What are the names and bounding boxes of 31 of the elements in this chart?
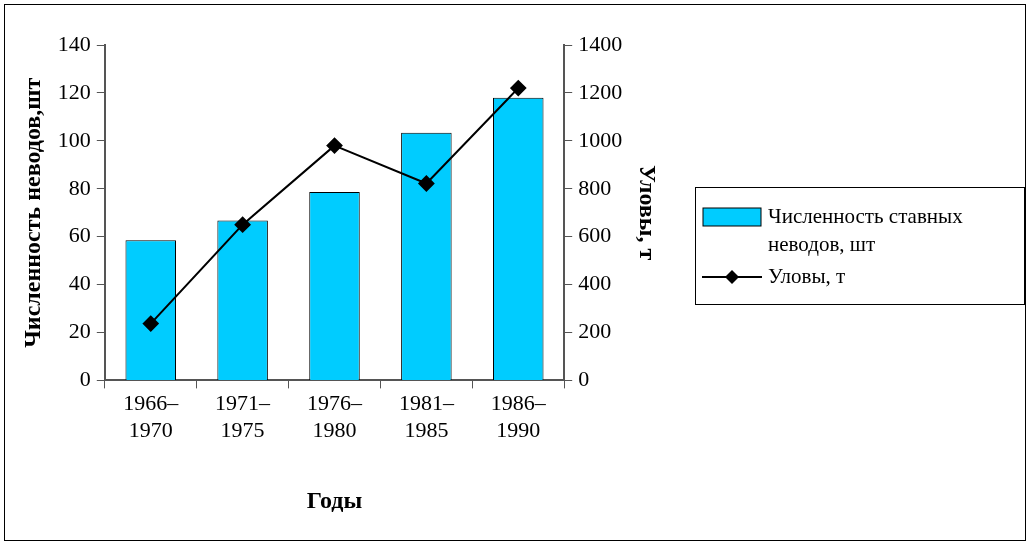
x-tick-label: 1981–1985 <box>398 390 455 442</box>
x-tick-label: 1966–1970 <box>123 390 180 442</box>
y2-tick-label: 600 <box>578 222 612 248</box>
y2-tick-label: 1000 <box>578 126 623 152</box>
y2-axis-title: Уловы, т <box>635 165 662 261</box>
x-tick-label: 1976–1980 <box>307 390 363 442</box>
y-tick-label: 100 <box>57 126 91 152</box>
y-tick-label: 120 <box>57 78 91 104</box>
point <box>326 137 343 154</box>
point <box>142 315 159 332</box>
y-tick-label: 0 <box>79 366 91 392</box>
y-axis-title: Численность неводов,шт <box>18 77 45 348</box>
y2-tick-label: 1200 <box>578 78 623 104</box>
y-tick-label: 60 <box>68 222 91 248</box>
x-tick-label: 1971–1975 <box>215 390 272 442</box>
y-tick-label: 40 <box>68 270 91 296</box>
x-tick-label: 1986–1990 <box>490 390 547 442</box>
point <box>418 175 435 192</box>
y2-tick-label: 1400 <box>578 30 623 56</box>
y2-tick-label: 0 <box>578 366 590 392</box>
y-tick-label: 80 <box>68 174 91 200</box>
y2-tick-label: 400 <box>578 270 612 296</box>
y-tick-label: 20 <box>68 318 91 344</box>
y2-tick-label: 800 <box>578 174 612 200</box>
legend-label: Численность ставных неводов, шт <box>768 203 964 258</box>
x-axis-title: Годы <box>306 486 363 513</box>
legend-label: Уловы, т <box>768 263 846 290</box>
point <box>510 80 527 97</box>
y2-tick-label: 200 <box>578 318 612 344</box>
y-tick-label: 140 <box>57 30 91 56</box>
point <box>234 216 251 233</box>
